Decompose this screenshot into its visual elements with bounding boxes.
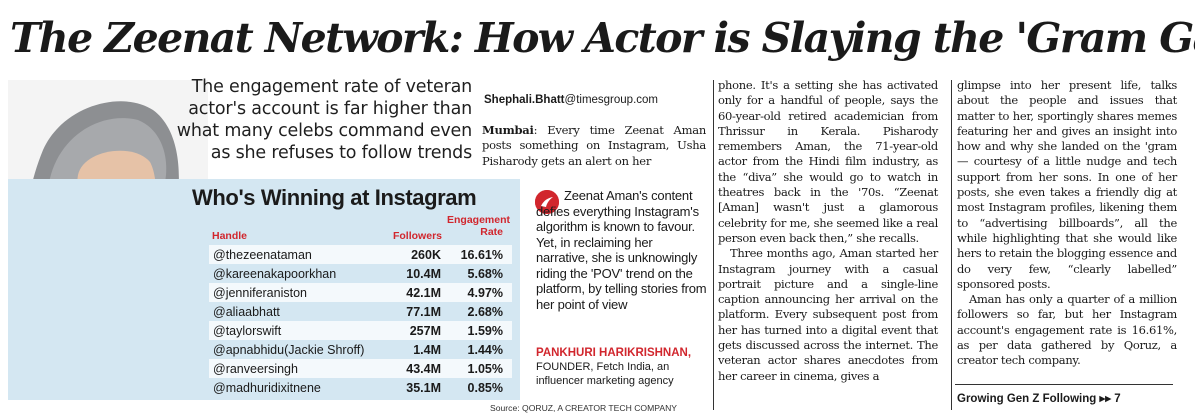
table-row: @apnabhidu(Jackie Shroff) 1.4M 1.44% xyxy=(209,340,512,359)
followers-cell: 257M xyxy=(409,323,441,338)
chart-title: Who's Winning at Instagram xyxy=(192,185,477,210)
headline: The Zeenat Network: How Actor is Slaying… xyxy=(10,14,1195,62)
followers-cell: 10.4M xyxy=(406,266,441,281)
engagement-cell: 0.85% xyxy=(467,380,503,395)
paragraph: Three months ago, Aman started her Insta… xyxy=(718,246,938,383)
followers-cell: 35.1M xyxy=(406,380,441,395)
article-column-3: glimpse into her present life, talks abo… xyxy=(957,78,1177,369)
byline-name: Shephali.Bhatt xyxy=(484,94,565,106)
continued-teaser-link[interactable]: Growing Gen Z Following ▸▸ 7 xyxy=(957,393,1121,405)
followers-cell: 77.1M xyxy=(406,304,441,319)
column-header-followers: Followers xyxy=(392,230,442,242)
table-row: @kareenakapoorkhan 10.4M 5.68% xyxy=(209,264,512,283)
engagement-cell: 5.68% xyxy=(467,266,503,281)
quote-attribution-name: PANKHURI HARIKRISHNAN, xyxy=(536,347,692,359)
quote-icon xyxy=(535,190,559,214)
engagement-cell: 16.61% xyxy=(460,247,503,262)
chart-source: Source: QORUZ, A CREATOR TECH COMPANY xyxy=(490,403,678,413)
handle-cell: @jenniferaniston xyxy=(213,285,307,300)
column-rule xyxy=(951,80,952,410)
handle-cell: @thezeenataman xyxy=(213,247,312,262)
table-row: @aliaabhatt 77.1M 2.68% xyxy=(209,302,512,321)
table-row: @jenniferaniston 42.1M 4.97% xyxy=(209,283,512,302)
column-header-engagement: Engagement Rate xyxy=(447,214,511,238)
table-row: @taylorswift 257M 1.59% xyxy=(209,321,512,340)
engagement-cell: 1.44% xyxy=(467,342,503,357)
paragraph: phone. It's a setting she has activated … xyxy=(718,78,938,245)
engagement-cell: 4.97% xyxy=(467,285,503,300)
quote-attribution-role: FOUNDER, Fetch India, an influencer mark… xyxy=(536,361,674,387)
handle-cell: @ranveersingh xyxy=(213,361,298,376)
engagement-cell: 1.59% xyxy=(467,323,503,338)
paragraph: glimpse into her present life, talks abo… xyxy=(957,78,1177,291)
deck-summary: The engagement rate of veteran actor's a… xyxy=(176,77,472,163)
pull-quote: Zeenat Aman's content defies everything … xyxy=(536,188,707,312)
engagement-cell: 2.68% xyxy=(467,304,503,319)
followers-cell: 43.4M xyxy=(406,361,441,376)
followers-cell: 1.4M xyxy=(413,342,441,357)
byline-email: @timesgroup.com xyxy=(564,94,658,106)
followers-cell: 260K xyxy=(411,247,441,262)
article-column-2: phone. It's a setting she has activated … xyxy=(718,78,938,384)
dateline: Mumbai xyxy=(482,123,534,137)
followers-cell: 42.1M xyxy=(406,285,441,300)
engagement-cell: 1.05% xyxy=(467,361,503,376)
handle-cell: @kareenakapoorkhan xyxy=(213,266,337,281)
column-rule xyxy=(713,80,714,410)
teaser-rule xyxy=(955,384,1173,385)
instagram-table: @thezeenataman 260K 16.61% @kareenakapoorkh… xyxy=(209,245,512,397)
handle-cell: @apnabhidu(Jackie Shroff) xyxy=(213,342,365,357)
handle-cell: @madhuridixitnene xyxy=(213,380,321,395)
byline: Shephali.Bhatt@timesgroup.com xyxy=(484,94,714,106)
table-row: @ranveersingh 43.4M 1.05% xyxy=(209,359,512,378)
table-row: @madhuridixitnene 35.1M 0.85% xyxy=(209,378,512,397)
lede-text: : Every time Zeenat Aman posts something… xyxy=(482,123,706,168)
article-lede: Mumbai: Every time Zeenat Aman posts som… xyxy=(482,123,706,169)
handle-cell: @aliaabhatt xyxy=(213,304,280,319)
paragraph: Aman has only a quarter of a million fol… xyxy=(957,292,1177,368)
column-header-handle: Handle xyxy=(212,230,248,242)
handle-cell: @taylorswift xyxy=(213,323,282,338)
table-row: @thezeenataman 260K 16.61% xyxy=(209,245,512,264)
